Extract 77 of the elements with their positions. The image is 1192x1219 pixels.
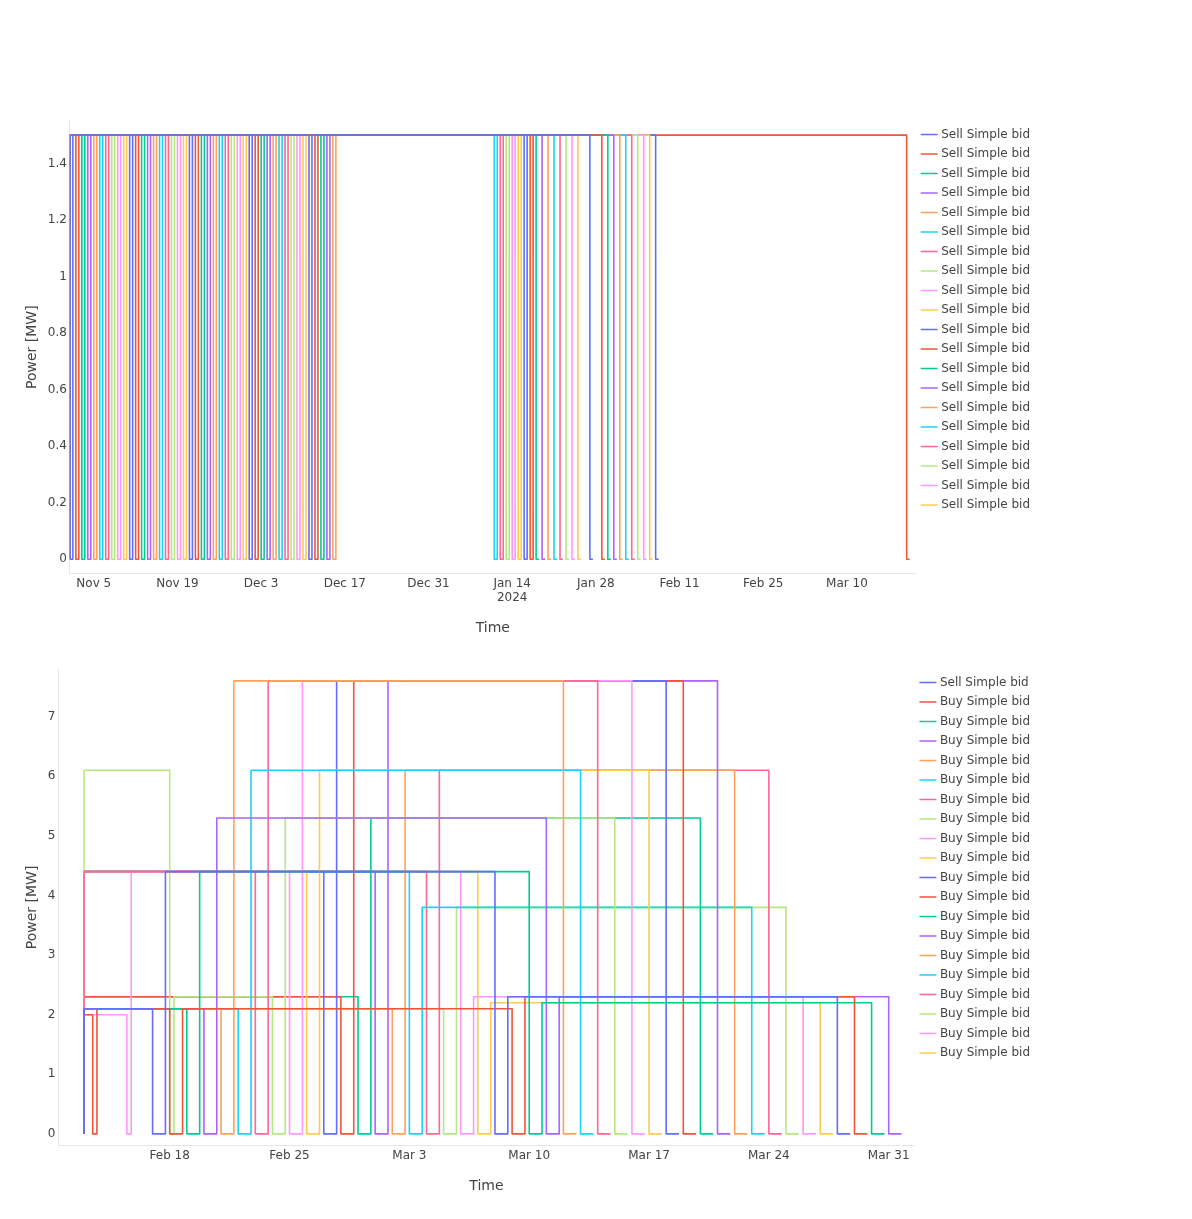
x-tick-label: Jan 28 [576, 575, 615, 590]
legend-label: Buy Simple bid [939, 694, 1031, 709]
y-tick-label: 4 [47, 887, 56, 902]
y-axis-title: Power [MW] [23, 305, 40, 390]
legend-label: Buy Simple bid [939, 811, 1031, 826]
y-tick-label: 1.4 [47, 155, 67, 170]
legend-label: Buy Simple bid [939, 908, 1031, 923]
legend-label: Buy Simple bid [939, 889, 1031, 904]
x-tick-label: Feb 25 [269, 1148, 310, 1163]
legend-label: Buy Simple bid [939, 1025, 1031, 1040]
y-tick-label: 3 [47, 947, 56, 962]
legend-label: Sell Simple bid [941, 165, 1030, 180]
legend-label: Sell Simple bid [941, 146, 1030, 161]
y-axis-title: Power [MW] [23, 865, 40, 950]
y-tick-label: 2 [47, 1006, 56, 1021]
legend-label: Buy Simple bid [939, 1045, 1031, 1060]
x-tick-label: Dec 17 [323, 575, 366, 590]
legend-label: Buy Simple bid [939, 869, 1031, 884]
legend-label: Sell Simple bid [941, 477, 1030, 492]
legend-label: Sell Simple bid [941, 380, 1030, 395]
legend-label: Buy Simple bid [939, 791, 1031, 806]
y-tick-label: 0.6 [47, 381, 67, 396]
x-tick-label: Mar 3 [392, 1148, 427, 1163]
legend-label: Buy Simple bid [939, 772, 1031, 787]
legend-label: Sell Simple bid [941, 243, 1030, 258]
y-tick-label: 1 [47, 1066, 56, 1081]
legend-label: Sell Simple bid [941, 224, 1030, 239]
legend-label: Buy Simple bid [939, 1006, 1031, 1021]
legend-label: Buy Simple bid [939, 752, 1031, 767]
legend-label: Buy Simple bid [939, 947, 1031, 962]
y-tick-label: 0.4 [47, 438, 67, 453]
legend-label: Sell Simple bid [941, 302, 1030, 317]
y-tick-label: 7 [47, 708, 56, 723]
x-tick-label: Nov 19 [156, 575, 199, 590]
x-tick-label: Mar 24 [748, 1148, 790, 1163]
y-tick-label: 0.2 [47, 494, 67, 509]
legend-label: Sell Simple bid [941, 419, 1030, 434]
y-tick-label: 1.2 [47, 212, 67, 227]
legend-label: Sell Simple bid [941, 185, 1030, 200]
legend-label: Buy Simple bid [939, 850, 1031, 865]
y-tick-label: 1 [59, 268, 67, 283]
y-tick-label: 6 [47, 768, 56, 783]
legend-label: Buy Simple bid [939, 967, 1031, 982]
legend-label: Sell Simple bid [941, 458, 1030, 473]
legend-label: Buy Simple bid [939, 928, 1031, 943]
legend-label: Buy Simple bid [939, 986, 1031, 1001]
legend-label: Buy Simple bid [939, 733, 1031, 748]
x-tick-label: Feb 18 [149, 1148, 190, 1163]
legend-label: Sell Simple bid [941, 282, 1030, 297]
legend-label: Sell Simple bid [939, 674, 1029, 689]
legend-label: Sell Simple bid [941, 497, 1030, 512]
x-tick-label: Mar 31 [867, 1148, 910, 1163]
x-tick-label: Dec 3 [243, 575, 279, 590]
x-tick-label: Mar 17 [628, 1148, 670, 1163]
legend-label: Sell Simple bid [941, 341, 1030, 356]
y-tick-label: 5 [47, 828, 56, 843]
legend-label: Sell Simple bid [941, 321, 1030, 336]
legend-label: Sell Simple bid [941, 360, 1030, 375]
x-tick-label: Mar 10 [508, 1148, 551, 1163]
legend-label: Sell Simple bid [941, 204, 1030, 219]
legend-label: Buy Simple bid [939, 713, 1031, 728]
x-tick-label: Feb 11 [659, 575, 700, 590]
legend-label: Sell Simple bid [941, 438, 1030, 453]
x-axis-title: Time [468, 1177, 504, 1194]
x-tick-label: Jan 14 2024 [492, 575, 531, 605]
legend-label: Sell Simple bid [941, 126, 1030, 141]
x-tick-label: Dec 31 [407, 575, 450, 590]
legend-label: Sell Simple bid [941, 263, 1030, 278]
x-tick-label: Mar 10 [826, 575, 868, 590]
x-tick-label: Nov 5 [76, 575, 112, 590]
y-tick-label: 0 [59, 551, 67, 566]
y-tick-label: 0 [47, 1126, 56, 1141]
y-tick-label: 0.8 [47, 325, 67, 340]
legend-label: Sell Simple bid [941, 399, 1030, 414]
x-axis-title: Time [474, 619, 510, 636]
x-tick-label: Feb 25 [743, 575, 784, 590]
legend-label: Buy Simple bid [939, 830, 1031, 845]
